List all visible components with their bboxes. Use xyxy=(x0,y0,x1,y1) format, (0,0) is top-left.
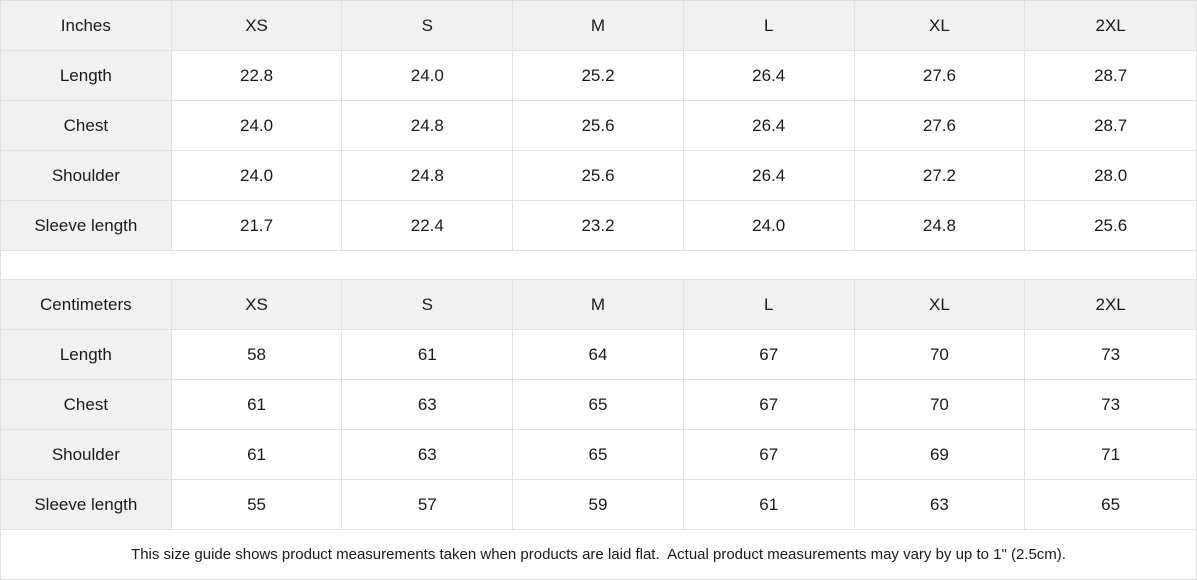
value-cell: 25.6 xyxy=(513,101,684,151)
value-cell: 70 xyxy=(854,330,1026,380)
size-header-cell: XL xyxy=(854,1,1026,51)
row-label-cell: Shoulder xyxy=(1,151,172,201)
table-header-row: Centimeters XS S M L XL 2XL xyxy=(1,280,1196,330)
size-header-cell: XL xyxy=(854,280,1026,330)
size-header-cell: M xyxy=(513,280,684,330)
value-cell: 27.6 xyxy=(854,101,1026,151)
value-cell: 63 xyxy=(342,380,514,430)
row-label-cell: Chest xyxy=(1,380,172,430)
value-cell: 25.6 xyxy=(1025,201,1196,251)
value-cell: 25.6 xyxy=(513,151,684,201)
value-cell: 28.7 xyxy=(1025,51,1196,101)
table-header-row: Inches XS S M L XL 2XL xyxy=(1,1,1196,51)
value-cell: 65 xyxy=(1025,480,1196,530)
value-cell: 70 xyxy=(854,380,1026,430)
size-header-cell: L xyxy=(683,1,855,51)
size-header-cell: S xyxy=(342,1,514,51)
size-header-cell: XS xyxy=(171,1,343,51)
value-cell: 28.7 xyxy=(1025,101,1196,151)
table-row: Length 58 61 64 67 70 73 xyxy=(1,330,1196,380)
value-cell: 64 xyxy=(513,330,684,380)
value-cell: 28.0 xyxy=(1025,151,1196,201)
value-cell: 61 xyxy=(342,330,514,380)
unit-header-cell: Inches xyxy=(1,1,172,51)
size-header-cell: 2XL xyxy=(1025,1,1196,51)
value-cell: 61 xyxy=(683,480,855,530)
value-cell: 73 xyxy=(1025,330,1196,380)
table-separator xyxy=(1,251,1196,280)
value-cell: 65 xyxy=(513,380,684,430)
value-cell: 26.4 xyxy=(683,101,855,151)
row-label-cell: Sleeve length xyxy=(1,480,172,530)
value-cell: 57 xyxy=(342,480,514,530)
table-row: Shoulder 61 63 65 67 69 71 xyxy=(1,430,1196,480)
value-cell: 65 xyxy=(513,430,684,480)
value-cell: 61 xyxy=(171,380,343,430)
value-cell: 25.2 xyxy=(513,51,684,101)
value-cell: 24.8 xyxy=(854,201,1026,251)
value-cell: 21.7 xyxy=(171,201,343,251)
value-cell: 63 xyxy=(854,480,1026,530)
value-cell: 24.8 xyxy=(342,101,514,151)
value-cell: 24.0 xyxy=(342,51,514,101)
row-label-cell: Length xyxy=(1,51,172,101)
table-row: Length 22.8 24.0 25.2 26.4 27.6 28.7 xyxy=(1,51,1196,101)
centimeters-table: Centimeters XS S M L XL 2XL Length 58 61… xyxy=(1,280,1196,530)
value-cell: 73 xyxy=(1025,380,1196,430)
value-cell: 22.4 xyxy=(342,201,514,251)
table-row: Shoulder 24.0 24.8 25.6 26.4 27.2 28.0 xyxy=(1,151,1196,201)
value-cell: 26.4 xyxy=(683,51,855,101)
table-row: Chest 61 63 65 67 70 73 xyxy=(1,380,1196,430)
value-cell: 24.8 xyxy=(342,151,514,201)
inches-table: Inches XS S M L XL 2XL Length 22.8 24.0 … xyxy=(1,1,1196,251)
value-cell: 26.4 xyxy=(683,151,855,201)
size-header-cell: XS xyxy=(171,280,343,330)
value-cell: 55 xyxy=(171,480,343,530)
size-guide-note: This size guide shows product measuremen… xyxy=(1,530,1196,579)
value-cell: 24.0 xyxy=(171,101,343,151)
table-row: Chest 24.0 24.8 25.6 26.4 27.6 28.7 xyxy=(1,101,1196,151)
row-label-cell: Sleeve length xyxy=(1,201,172,251)
value-cell: 27.2 xyxy=(854,151,1026,201)
table-row: Sleeve length 21.7 22.4 23.2 24.0 24.8 2… xyxy=(1,201,1196,251)
value-cell: 61 xyxy=(171,430,343,480)
size-header-cell: S xyxy=(342,280,514,330)
value-cell: 24.0 xyxy=(683,201,855,251)
row-label-cell: Chest xyxy=(1,101,172,151)
value-cell: 22.8 xyxy=(171,51,343,101)
value-cell: 67 xyxy=(683,330,855,380)
size-header-cell: M xyxy=(513,1,684,51)
value-cell: 23.2 xyxy=(513,201,684,251)
size-header-cell: L xyxy=(683,280,855,330)
unit-header-cell: Centimeters xyxy=(1,280,172,330)
value-cell: 71 xyxy=(1025,430,1196,480)
table-row: Sleeve length 55 57 59 61 63 65 xyxy=(1,480,1196,530)
value-cell: 59 xyxy=(513,480,684,530)
row-label-cell: Length xyxy=(1,330,172,380)
value-cell: 67 xyxy=(683,430,855,480)
value-cell: 63 xyxy=(342,430,514,480)
value-cell: 67 xyxy=(683,380,855,430)
value-cell: 24.0 xyxy=(171,151,343,201)
value-cell: 27.6 xyxy=(854,51,1026,101)
value-cell: 58 xyxy=(171,330,343,380)
size-header-cell: 2XL xyxy=(1025,280,1196,330)
row-label-cell: Shoulder xyxy=(1,430,172,480)
value-cell: 69 xyxy=(854,430,1026,480)
